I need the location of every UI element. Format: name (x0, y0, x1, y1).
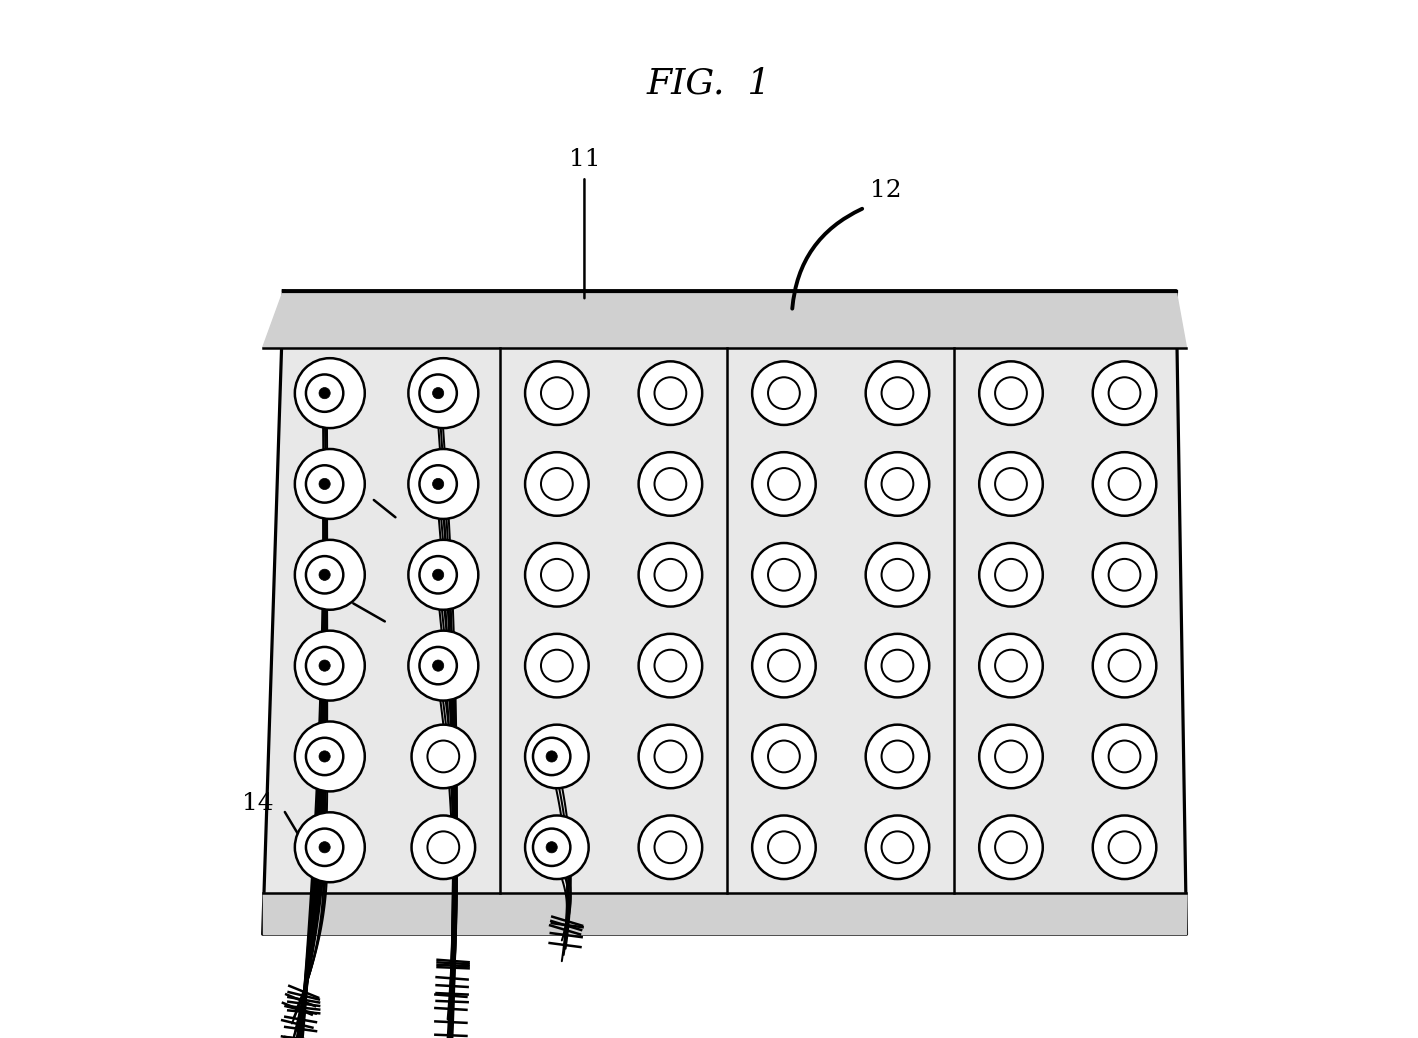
Circle shape (533, 828, 570, 866)
Circle shape (319, 750, 330, 762)
Circle shape (322, 567, 337, 582)
Circle shape (295, 358, 364, 428)
Circle shape (980, 453, 1042, 516)
Circle shape (319, 660, 330, 672)
Circle shape (980, 361, 1042, 425)
Circle shape (322, 658, 337, 674)
Circle shape (752, 361, 815, 425)
Circle shape (638, 453, 702, 516)
Circle shape (752, 543, 815, 606)
Circle shape (295, 631, 364, 701)
Circle shape (319, 479, 330, 490)
Text: 12: 12 (869, 180, 902, 202)
Circle shape (1093, 816, 1156, 879)
Circle shape (420, 375, 457, 412)
Circle shape (638, 543, 702, 606)
Text: 11: 11 (569, 148, 600, 171)
Circle shape (295, 449, 364, 519)
Circle shape (525, 543, 588, 606)
Circle shape (546, 750, 557, 762)
Circle shape (432, 660, 444, 672)
Circle shape (525, 453, 588, 516)
Circle shape (432, 387, 444, 399)
Circle shape (525, 725, 588, 788)
Circle shape (420, 556, 457, 594)
Circle shape (533, 738, 570, 775)
Circle shape (411, 725, 475, 788)
Circle shape (408, 631, 478, 701)
Circle shape (752, 634, 815, 698)
Circle shape (319, 569, 330, 580)
Circle shape (295, 721, 364, 791)
Text: 13: 13 (309, 584, 340, 607)
Circle shape (420, 647, 457, 684)
Circle shape (295, 813, 364, 882)
Circle shape (1093, 634, 1156, 698)
Circle shape (408, 358, 478, 428)
Circle shape (432, 479, 444, 490)
Circle shape (1093, 543, 1156, 606)
Circle shape (525, 634, 588, 698)
Circle shape (638, 725, 702, 788)
Circle shape (319, 387, 330, 399)
Circle shape (865, 634, 929, 698)
Circle shape (638, 634, 702, 698)
Circle shape (411, 816, 475, 879)
Circle shape (752, 725, 815, 788)
Circle shape (752, 816, 815, 879)
Circle shape (525, 816, 588, 879)
Circle shape (1093, 453, 1156, 516)
Circle shape (322, 840, 337, 855)
Circle shape (1093, 361, 1156, 425)
Circle shape (306, 465, 343, 502)
Circle shape (306, 647, 343, 684)
Circle shape (322, 748, 337, 764)
Circle shape (638, 361, 702, 425)
Circle shape (1093, 725, 1156, 788)
Circle shape (980, 543, 1042, 606)
Text: 15: 15 (330, 481, 362, 503)
Circle shape (322, 385, 337, 401)
Circle shape (435, 567, 451, 582)
Circle shape (408, 449, 478, 519)
Circle shape (752, 453, 815, 516)
Circle shape (980, 725, 1042, 788)
Circle shape (408, 540, 478, 609)
Circle shape (865, 453, 929, 516)
Circle shape (435, 385, 451, 401)
Circle shape (306, 556, 343, 594)
Circle shape (865, 361, 929, 425)
Circle shape (638, 816, 702, 879)
Circle shape (865, 816, 929, 879)
Circle shape (865, 725, 929, 788)
Circle shape (322, 476, 337, 492)
Circle shape (865, 543, 929, 606)
Text: 14: 14 (242, 792, 274, 815)
Circle shape (432, 569, 444, 580)
Circle shape (319, 842, 330, 853)
Polygon shape (262, 893, 1187, 934)
Circle shape (306, 738, 343, 775)
Circle shape (550, 841, 564, 854)
Circle shape (295, 540, 364, 609)
Circle shape (546, 842, 557, 853)
Circle shape (525, 361, 588, 425)
Circle shape (980, 634, 1042, 698)
Circle shape (420, 465, 457, 502)
Circle shape (550, 749, 564, 763)
Polygon shape (262, 291, 1187, 934)
Circle shape (435, 476, 451, 492)
Text: FIG.  1: FIG. 1 (647, 66, 771, 100)
Polygon shape (262, 291, 1187, 348)
Circle shape (435, 658, 451, 674)
Circle shape (306, 828, 343, 866)
Circle shape (980, 816, 1042, 879)
Circle shape (306, 375, 343, 412)
